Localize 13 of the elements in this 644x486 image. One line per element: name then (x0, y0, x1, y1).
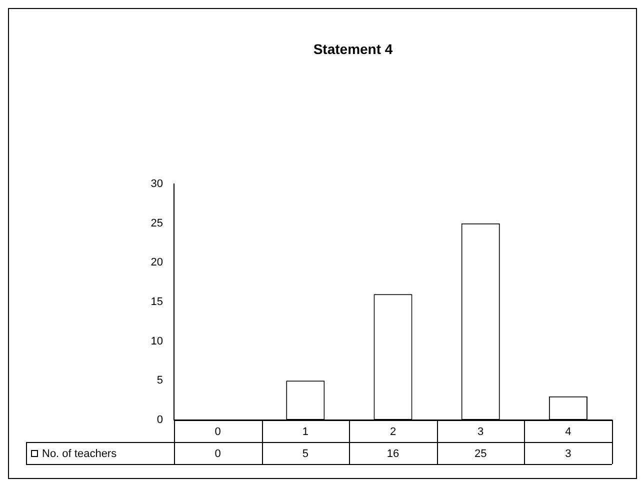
y-tick-label: 10 (150, 335, 163, 348)
y-tick-label: 0 (156, 414, 163, 426)
x-tick-label: 1 (302, 426, 308, 438)
y-tick-label: 20 (150, 256, 163, 269)
chart-title: Statement 4 (313, 40, 393, 57)
x-tick-label: 4 (565, 426, 572, 438)
x-tick-label: 0 (214, 426, 221, 438)
y-tick-label: 30 (150, 178, 163, 190)
x-tick-label: 3 (478, 426, 484, 438)
y-tick-label: 25 (150, 217, 163, 230)
x-tick-label: 2 (390, 426, 396, 438)
y-tick-label: 5 (156, 374, 163, 387)
y-tick-label: 15 (150, 296, 163, 308)
